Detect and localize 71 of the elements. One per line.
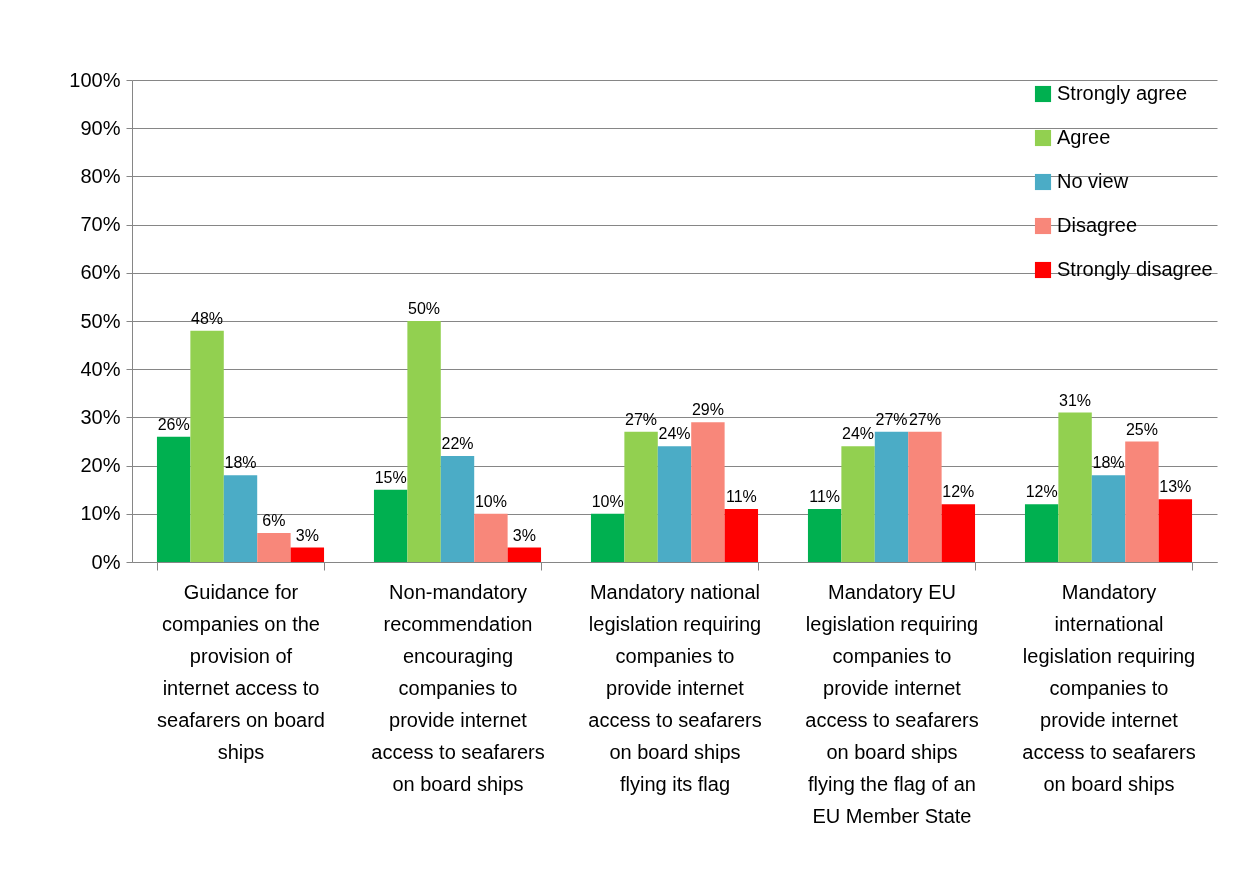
data-label: 3% xyxy=(295,526,319,544)
data-label: 26% xyxy=(157,415,190,433)
bar xyxy=(1024,504,1059,562)
y-tick-label: 20% xyxy=(80,454,121,477)
bar xyxy=(1058,412,1092,562)
bar xyxy=(440,455,475,562)
legend-label: Strongly disagree xyxy=(1057,258,1213,280)
bar xyxy=(290,547,325,562)
data-label: 12% xyxy=(942,483,975,501)
bar xyxy=(657,446,692,562)
bar xyxy=(407,321,441,562)
bar xyxy=(257,533,291,562)
y-tick-label: 70% xyxy=(80,213,121,236)
data-label: 22% xyxy=(441,434,474,452)
data-label: 13% xyxy=(1159,478,1192,496)
data-label: 15% xyxy=(374,468,407,486)
data-label: 6% xyxy=(262,512,286,530)
bar xyxy=(691,422,725,562)
bar xyxy=(190,330,224,562)
bar xyxy=(724,508,759,562)
x-tick-label: Guidance for companies on the provision of internet access to seafarers on board ships xyxy=(157,580,325,763)
bar xyxy=(624,431,658,562)
data-label: 48% xyxy=(191,309,224,327)
bar xyxy=(1125,441,1159,562)
data-label: 27% xyxy=(875,410,908,428)
x-tick-label: Mandatory EU legislation requiring companies to provide internet access to seafarers on board ships flying the flag of an EU Member State xyxy=(805,580,979,827)
bar xyxy=(807,508,842,562)
data-label: 27% xyxy=(908,410,941,428)
data-label: 10% xyxy=(474,492,507,510)
legend-label: No view xyxy=(1057,170,1129,192)
data-label: 50% xyxy=(408,300,441,317)
x-tick-label: Non-mandatory recommendation encouraging companies to provide internet access to seafarers on board ships xyxy=(371,580,545,795)
legend-label: Agree xyxy=(1057,126,1111,148)
data-label: 11% xyxy=(809,487,841,505)
x-tick-label: Mandatory national legislation requiring companies to provide internet access to seafarers on board ships flying its flag xyxy=(588,580,762,795)
bar xyxy=(156,436,191,562)
y-tick-label: 50% xyxy=(80,309,121,332)
y-tick-label: 100% xyxy=(69,68,121,91)
bar xyxy=(590,513,625,562)
bar xyxy=(941,504,976,562)
data-label: 18% xyxy=(1092,454,1125,472)
bar xyxy=(874,431,909,562)
y-tick-label: 40% xyxy=(80,357,121,380)
data-label: 18% xyxy=(224,454,257,472)
y-tick-label: 90% xyxy=(80,116,121,139)
data-label: 25% xyxy=(1125,420,1158,438)
data-label: 10% xyxy=(591,492,624,510)
bar xyxy=(908,431,942,562)
y-tick-label: 30% xyxy=(80,405,121,428)
y-tick-label: 10% xyxy=(80,502,121,525)
data-label: 24% xyxy=(842,425,875,443)
bar xyxy=(841,446,875,562)
bar xyxy=(474,513,508,562)
y-tick-label: 0% xyxy=(91,550,121,573)
data-label: 29% xyxy=(691,401,724,419)
x-tick-label: Mandatory international legislation requiring companies to provide internet access to seafarers on board ships xyxy=(1022,580,1196,795)
data-label: 12% xyxy=(1025,483,1058,501)
legend-label: Strongly agree xyxy=(1057,82,1188,104)
bar xyxy=(373,489,408,562)
bar xyxy=(1091,475,1126,562)
data-label: 27% xyxy=(625,410,658,428)
y-tick-label: 60% xyxy=(80,261,121,284)
bar xyxy=(1158,499,1193,562)
bar xyxy=(223,475,258,562)
legend-label: Disagree xyxy=(1057,214,1138,236)
data-label: 24% xyxy=(658,425,691,443)
data-label: 3% xyxy=(512,526,536,544)
bar xyxy=(507,547,542,562)
data-label: 31% xyxy=(1059,391,1092,409)
data-label: 11% xyxy=(725,487,757,505)
y-tick-label: 80% xyxy=(80,164,121,187)
